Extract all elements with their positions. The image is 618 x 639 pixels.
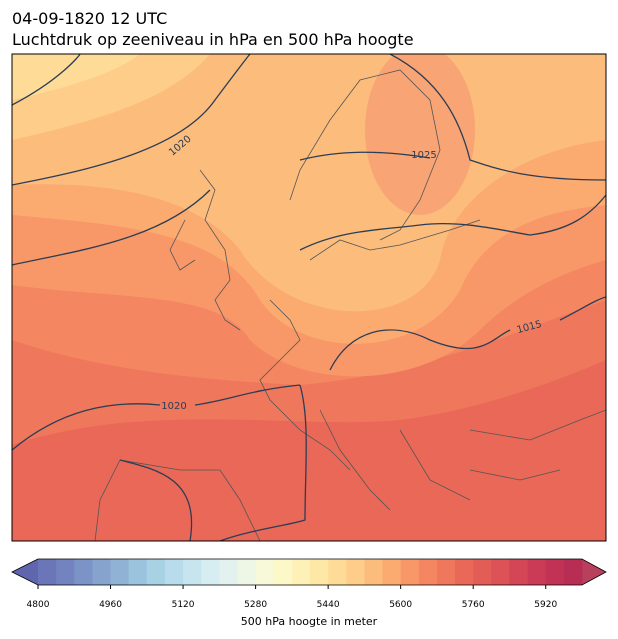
colorbar-swatch xyxy=(310,559,329,585)
colorbar-tick-label: 5440 xyxy=(317,600,340,610)
colorbar-swatch xyxy=(527,559,547,585)
colorbar-under xyxy=(12,559,38,585)
colorbar-tick-label: 5600 xyxy=(389,600,412,610)
coastlines xyxy=(94,69,606,541)
isobar-label: 1020 xyxy=(161,401,186,412)
isobars xyxy=(12,54,606,541)
map-frame xyxy=(11,53,607,542)
colorbar-swatch xyxy=(56,559,75,585)
colorbar-swatch xyxy=(455,559,474,585)
colorbar-over xyxy=(582,559,606,585)
colorbar-tick-label: 5920 xyxy=(534,600,557,610)
colorbar-swatch xyxy=(146,559,166,585)
colorbar-swatch xyxy=(92,559,112,585)
colorbar-tick-label: 4800 xyxy=(27,600,50,610)
map: 1020 1025 1015 1020 xyxy=(12,54,606,541)
colorbar-swatch xyxy=(255,559,275,585)
colorbar-tick-label: 5760 xyxy=(462,600,485,610)
colorbar-swatch xyxy=(400,559,420,585)
colorbar-swatch xyxy=(74,559,93,585)
colorbar: 4800 4960 5120 5280 5440 5600 5760 5920 xyxy=(11,558,607,610)
subtitle: Luchtdruk op zeeniveau in hPa en 500 hPa… xyxy=(12,30,414,49)
colorbar-swatch xyxy=(273,559,293,585)
colorbar-swatch xyxy=(382,559,402,585)
height-band xyxy=(12,54,140,100)
colorbar-swatch xyxy=(38,559,57,585)
colorbar-swatch xyxy=(128,559,148,585)
colorbar-swatch xyxy=(418,559,438,585)
colorbar-swatch xyxy=(346,559,365,585)
colorbar-tick-label: 5120 xyxy=(172,600,195,610)
colorbar-swatch xyxy=(563,559,583,585)
colorbar-swatch xyxy=(491,559,510,585)
colorbar-swatch xyxy=(237,559,257,585)
colorbar-swatch xyxy=(110,559,130,585)
colorbar-swatch xyxy=(436,559,456,585)
colorbar-swatch xyxy=(328,559,347,585)
colorbar-swatch xyxy=(545,559,565,585)
colorbar-swatch xyxy=(201,559,220,585)
colorbar-swatch xyxy=(473,559,492,585)
title: 04-09-1820 12 UTC xyxy=(12,9,167,28)
colorbar-swatch xyxy=(164,559,184,585)
colorbar-swatch xyxy=(509,559,529,585)
colorbar-swatch xyxy=(183,559,202,585)
colorbar-tick-label: 4960 xyxy=(99,600,122,610)
colorbar-swatch xyxy=(219,559,238,585)
colorbar-frame xyxy=(11,558,607,586)
isobar-label: 1025 xyxy=(411,150,436,161)
colorbar-swatch xyxy=(291,559,311,585)
height-band xyxy=(365,54,475,215)
colorbar-swatch xyxy=(364,559,384,585)
colorbar-tick-label: 5280 xyxy=(244,600,267,610)
colorbar-label: 500 hPa hoogte in meter xyxy=(241,615,378,628)
